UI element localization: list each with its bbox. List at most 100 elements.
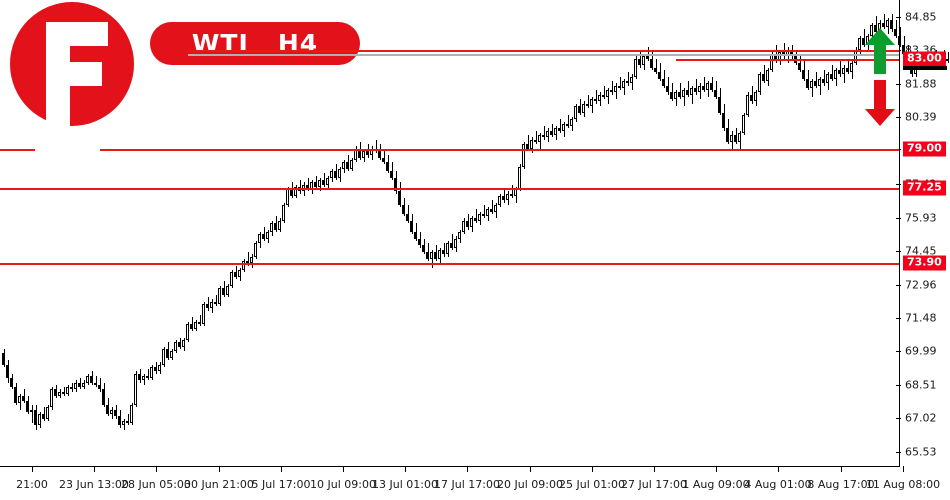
time-tick-label: 4 Aug 01:00 (744, 478, 812, 491)
candle-body-up (282, 204, 285, 221)
candle-body-down (98, 384, 101, 390)
candle-body-up (82, 382, 85, 388)
candle-wick (128, 414, 129, 426)
time-tick (94, 466, 95, 472)
candle-body-up (230, 272, 233, 286)
candle-body-down (862, 38, 865, 46)
candle-body-down (594, 99, 597, 102)
candle-wick (680, 83, 681, 100)
candle-body-up (834, 69, 837, 79)
candle-wick (688, 81, 689, 97)
price-tick (896, 217, 901, 219)
candle-body-down (346, 162, 349, 169)
candle-wick (528, 135, 529, 151)
candle-body-down (890, 20, 893, 30)
candle-body-up (122, 420, 125, 426)
level-line-level-79 (100, 149, 899, 151)
candle-body-down (334, 171, 337, 178)
candle-body-down (442, 249, 445, 255)
candle-wick (452, 234, 453, 250)
candle-body-up (134, 373, 137, 406)
price-badge-79-00: 79.00 (903, 141, 946, 157)
time-tick-label: 5 Jul 17:00 (251, 478, 311, 491)
price-tick-label: 84.85 (905, 10, 937, 24)
price-badge-77-25: 77.25 (903, 180, 946, 196)
candle-wick (696, 78, 697, 95)
candle-body-down (502, 195, 505, 201)
candle-body-down (714, 90, 717, 97)
candle-body-up (302, 184, 305, 192)
candle-wick (544, 126, 545, 140)
candle-body-down (102, 389, 105, 406)
candle-body-down (650, 58, 653, 68)
candle-body-up (634, 58, 637, 77)
candle-body-up (18, 396, 21, 403)
candle-body-down (246, 261, 249, 264)
candle-body-down (734, 135, 737, 142)
candle-body-down (702, 85, 705, 91)
price-axis-line (899, 0, 900, 466)
candle-body-up (194, 321, 197, 329)
candle-body-up (266, 231, 269, 239)
candle-body-down (722, 112, 725, 129)
candle-wick (432, 249, 433, 268)
time-tick-label: 10 Jul 09:00 (310, 478, 376, 491)
candle-body-up (254, 243, 257, 257)
candle-body-up (130, 405, 133, 424)
candle-body-up (258, 234, 261, 244)
time-tick-label: 20 Jul 09:00 (497, 478, 563, 491)
candle-body-up (338, 168, 341, 178)
candle-body-up (238, 270, 241, 277)
candle-body-up (226, 285, 229, 295)
candle-body-up (286, 189, 289, 205)
time-tick (219, 466, 220, 472)
candle-body-up (706, 83, 709, 91)
candle-body-up (810, 81, 813, 88)
candle-body-down (830, 74, 833, 79)
price-badge-73-90: 73.90 (903, 255, 946, 271)
candle-body-down (790, 49, 793, 57)
price-tick (896, 251, 901, 252)
candle-wick (492, 200, 493, 214)
candle-wick (704, 76, 705, 93)
candle-body-up (142, 375, 145, 381)
candle-body-down (198, 321, 201, 325)
candle-body-down (26, 400, 29, 412)
candle-body-up (38, 414, 41, 426)
candle-body-down (526, 144, 529, 149)
candle-body-down (610, 90, 613, 93)
candle-body-down (414, 231, 417, 239)
candle-wick (672, 83, 673, 102)
candle-body-up (470, 218, 473, 228)
candle-body-down (358, 148, 361, 158)
candle-wick (200, 315, 201, 327)
candle-body-up (250, 256, 253, 264)
candle-body-down (290, 189, 293, 196)
candle-body-up (486, 209, 489, 217)
candle-body-down (814, 81, 817, 86)
time-tick-label: 21:00 (16, 478, 48, 491)
candle-body-up (530, 139, 533, 149)
candle-body-up (66, 387, 69, 394)
candle-wick (536, 130, 537, 145)
time-tick (654, 466, 655, 472)
time-tick (467, 466, 468, 472)
candle-body-down (750, 94, 753, 102)
candle-body-up (682, 90, 685, 97)
candle-body-up (446, 243, 449, 255)
price-chart-plot[interactable] (0, 0, 949, 466)
time-tick (778, 466, 779, 472)
candle-body-down (534, 139, 537, 142)
time-tick-label: 17 Jul 17:00 (434, 478, 500, 491)
candle-body-up (170, 351, 173, 358)
candle-body-up (742, 114, 745, 133)
candle-body-down (846, 67, 849, 73)
candle-body-up (458, 231, 461, 239)
candle-body-down (894, 29, 897, 37)
candle-body-down (14, 387, 17, 403)
candle-wick (100, 378, 101, 392)
candle-body-down (62, 391, 65, 394)
candle-body-down (638, 58, 641, 66)
price-tick (896, 117, 901, 119)
price-tick-label: 75.93 (905, 211, 937, 225)
